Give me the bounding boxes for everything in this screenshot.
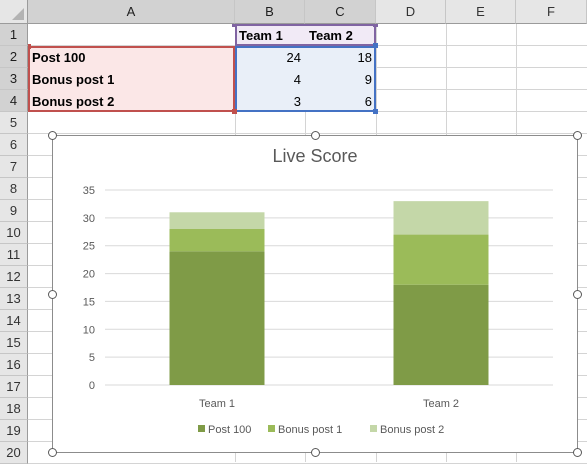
chart-resize-handle-n[interactable]: [311, 131, 320, 140]
cell-b4[interactable]: 3: [293, 93, 301, 109]
row-header-12[interactable]: 12: [0, 266, 28, 288]
legend-label[interactable]: Bonus post 1: [278, 424, 342, 436]
row-header-4[interactable]: 4: [0, 90, 28, 112]
cell-b3[interactable]: 4: [293, 71, 301, 87]
row-header-19[interactable]: 19: [0, 420, 28, 442]
cell-a4[interactable]: Bonus post 2: [32, 93, 115, 109]
y-tick-label: 5: [89, 352, 95, 364]
range-handle[interactable]: [373, 43, 378, 48]
y-tick-label: 15: [83, 296, 95, 308]
range-handle[interactable]: [232, 22, 237, 27]
legend-swatch: [198, 425, 205, 432]
y-tick-label: 10: [83, 324, 95, 336]
select-all-corner[interactable]: [0, 0, 28, 24]
range-handle[interactable]: [373, 22, 378, 27]
row-header-16[interactable]: 16: [0, 354, 28, 376]
range-highlight-labels: [28, 46, 235, 112]
gridline: [28, 133, 587, 134]
y-tick-label: 20: [83, 269, 95, 281]
bar-bonus-post-2-team-1[interactable]: [169, 212, 265, 229]
row-header-10[interactable]: 10: [0, 222, 28, 244]
range-handle[interactable]: [26, 44, 31, 49]
column-header-c[interactable]: C: [305, 0, 376, 24]
chart-resize-handle-nw[interactable]: [48, 131, 57, 140]
row-header-3[interactable]: 3: [0, 68, 28, 90]
x-tick-label: Team 2: [423, 398, 459, 410]
chart-resize-handle-e[interactable]: [573, 290, 582, 299]
legend-label[interactable]: Post 100: [208, 424, 251, 436]
y-tick-label: 0: [89, 380, 95, 392]
cell-b1[interactable]: Team 1: [239, 27, 283, 43]
chart-resize-handle-w[interactable]: [48, 290, 57, 299]
row-header-9[interactable]: 9: [0, 200, 28, 222]
legend-label[interactable]: Bonus post 2: [380, 424, 444, 436]
bar-bonus-post-2-team-2[interactable]: [393, 201, 489, 235]
bar-post-100-team-2[interactable]: [393, 284, 489, 385]
row-header-5[interactable]: 5: [0, 112, 28, 134]
column-header-a[interactable]: A: [28, 0, 235, 24]
y-tick-label: 25: [83, 241, 95, 253]
row-header-18[interactable]: 18: [0, 398, 28, 420]
cell-c3[interactable]: 9: [364, 71, 372, 87]
range-highlight-values: [235, 46, 376, 112]
chart-title[interactable]: Live Score: [272, 146, 358, 166]
cell-c2[interactable]: 18: [357, 49, 372, 65]
row-header-13[interactable]: 13: [0, 288, 28, 310]
column-header-d[interactable]: D: [376, 0, 446, 24]
cell-b2[interactable]: 24: [286, 49, 301, 65]
row-header-8[interactable]: 8: [0, 178, 28, 200]
row-header-20[interactable]: 20: [0, 442, 28, 464]
cell-a2[interactable]: Post 100: [32, 49, 86, 65]
cell-c4[interactable]: 6: [364, 93, 372, 109]
column-header-f[interactable]: F: [516, 0, 587, 24]
row-header-14[interactable]: 14: [0, 310, 28, 332]
cell-c1[interactable]: Team 2: [309, 27, 353, 43]
select-all-icon: [12, 8, 24, 20]
range-handle[interactable]: [373, 109, 378, 114]
bar-bonus-post-1-team-1[interactable]: [169, 229, 265, 252]
chart-resize-handle-s[interactable]: [311, 448, 320, 457]
y-tick-label: 30: [83, 213, 95, 225]
row-header-17[interactable]: 17: [0, 376, 28, 398]
range-handle[interactable]: [232, 109, 237, 114]
range-highlight-headers: [235, 24, 376, 46]
bar-post-100-team-1[interactable]: [169, 251, 265, 385]
row-header-6[interactable]: 6: [0, 134, 28, 156]
legend-swatch: [268, 425, 275, 432]
x-tick-label: Team 1: [199, 398, 235, 410]
chart-resize-handle-se[interactable]: [573, 448, 582, 457]
legend-swatch: [370, 425, 377, 432]
chart-plot-area: 0 5 10 15 20 25 30 35 Team 1 Team 2 Post 100 Bonus …: [83, 185, 553, 436]
column-header-b[interactable]: B: [235, 0, 305, 24]
chart-resize-handle-sw[interactable]: [48, 448, 57, 457]
row-header-11[interactable]: 11: [0, 244, 28, 266]
bar-bonus-post-1-team-2[interactable]: [393, 234, 489, 285]
stacked-column-chart[interactable]: Live Score 0 5 10 15 20 25 30 35 Team 1 Team 2 Pos…: [52, 135, 578, 453]
row-header-1[interactable]: 1: [0, 24, 28, 46]
row-header-7[interactable]: 7: [0, 156, 28, 178]
column-header-e[interactable]: E: [446, 0, 516, 24]
row-header-2[interactable]: 2: [0, 46, 28, 68]
y-tick-label: 35: [83, 185, 95, 197]
chart-resize-handle-ne[interactable]: [573, 131, 582, 140]
row-header-15[interactable]: 15: [0, 332, 28, 354]
cell-a3[interactable]: Bonus post 1: [32, 71, 115, 87]
